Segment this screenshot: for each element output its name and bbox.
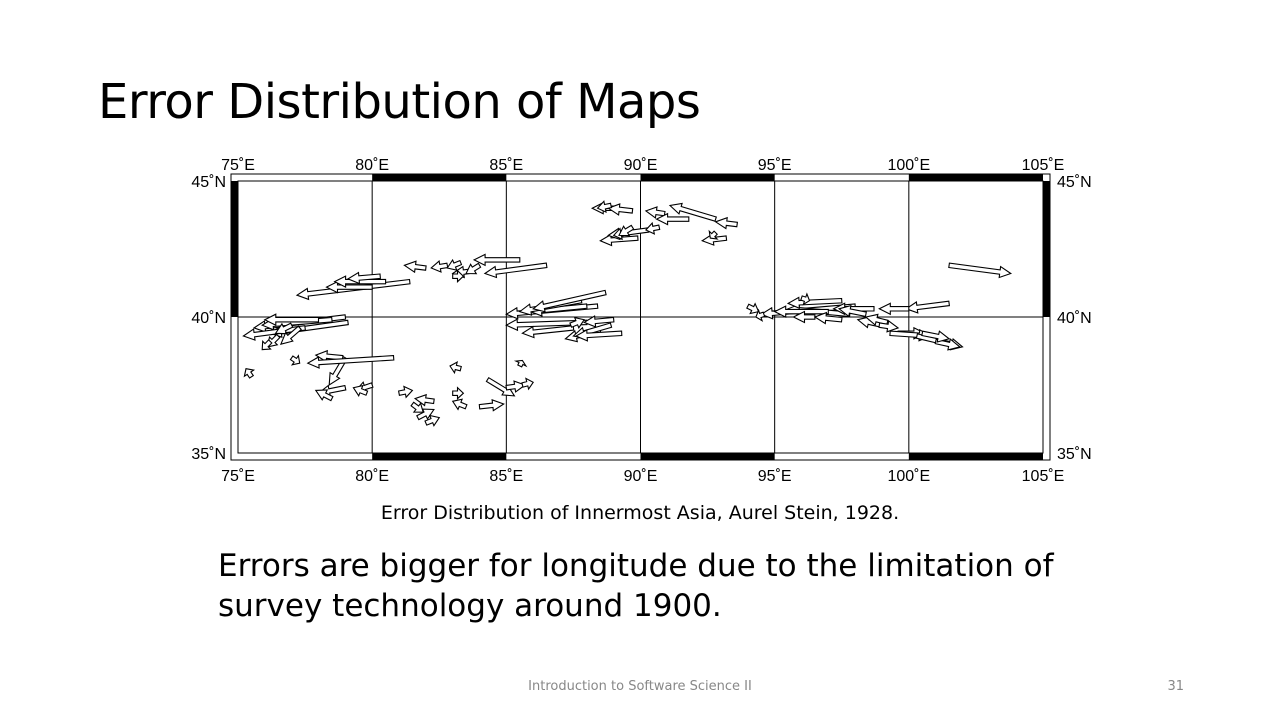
error-arrow [413, 393, 435, 407]
error-arrow [596, 200, 613, 214]
tick-label-lon: 80˚E [355, 157, 389, 174]
error-arrow [618, 224, 635, 237]
error-arrow [921, 330, 951, 343]
tick-label-lon: 100˚E [887, 157, 930, 174]
page-number: 31 [1167, 679, 1184, 694]
tick-label-lon: 80˚E [355, 468, 389, 485]
error-arrow [904, 300, 951, 314]
tick-label-lon: 85˚E [489, 157, 523, 174]
tick-label-lon: 100˚E [887, 468, 930, 485]
tick-label-lon: 95˚E [758, 157, 792, 174]
error-arrow [397, 385, 414, 399]
error-arrow [449, 361, 462, 375]
error-arrow [333, 275, 387, 288]
frame-segment-bottom [640, 453, 775, 460]
error-arrow [346, 271, 381, 285]
map-caption: Error Distribution of Innermost Asia, Au… [380, 502, 900, 524]
error-arrow [521, 377, 534, 391]
error-arrow [837, 304, 867, 318]
tick-label-lat: 45˚N [1057, 174, 1092, 191]
error-arrow [644, 221, 661, 235]
tick-label-lon: 75˚E [221, 157, 255, 174]
error-arrow [452, 269, 465, 283]
error-arrow [878, 302, 910, 316]
error-arrow [668, 202, 717, 222]
error-arrow [279, 325, 302, 346]
error-arrow [446, 258, 463, 271]
error-arrow [607, 203, 634, 216]
error-arrow [800, 292, 811, 306]
frame-segment-left [231, 181, 238, 317]
error-arrow [416, 408, 435, 421]
error-arrow [599, 233, 639, 247]
tick-label-lat: 35˚N [191, 446, 226, 463]
frame-segment-bottom [908, 453, 1043, 460]
tick-label-lat: 45˚N [191, 174, 226, 191]
error-arrow [306, 355, 395, 369]
error-arrow [582, 315, 615, 328]
error-arrow [478, 398, 505, 412]
error-arrow [424, 414, 441, 427]
error-arrow [948, 262, 1013, 279]
error-arrow [410, 401, 424, 413]
error-arrow [708, 229, 719, 240]
frame-segment-bottom [372, 453, 507, 460]
tick-label-lat: 35˚N [1057, 446, 1092, 463]
frame-segment-top [908, 174, 1043, 181]
error-arrow [755, 308, 766, 322]
error-arrow [263, 313, 320, 327]
error-arrow [513, 359, 528, 368]
error-arrow [521, 325, 575, 339]
error-arrow [483, 262, 548, 279]
error-arrow [878, 319, 900, 333]
error-arrow [531, 289, 607, 313]
error-arrow [403, 260, 427, 274]
frame-segment-top [640, 174, 775, 181]
error-arrow [452, 386, 465, 400]
slide-footer: Introduction to Software Science II [528, 679, 752, 694]
error-arrow [505, 380, 527, 393]
error-arrow [472, 253, 521, 267]
tick-label-lon: 95˚E [758, 468, 792, 485]
error-arrow [274, 322, 294, 335]
error-arrow [314, 389, 334, 402]
error-arrow [792, 310, 816, 324]
tick-label-lon: 105˚E [1022, 468, 1065, 485]
tick-label-lon: 85˚E [489, 468, 523, 485]
error-arrow [289, 354, 301, 366]
error-arrow [746, 302, 760, 315]
error-arrow [813, 311, 843, 325]
error-arrow [786, 296, 843, 310]
frame-segment-right [1043, 181, 1050, 317]
error-arrow [465, 262, 482, 275]
error-arrow [485, 376, 516, 397]
error-arrow [569, 316, 586, 329]
error-arrow [714, 216, 739, 230]
tick-label-lon: 105˚E [1022, 157, 1065, 174]
error-arrow [430, 260, 449, 273]
error-arrow [261, 339, 273, 351]
error-arrow [773, 305, 829, 318]
tick-label-lat: 40˚N [1057, 310, 1092, 327]
slide-body-text: Errors are bigger for longitude due to t… [218, 548, 1054, 624]
tick-label-lon: 90˚E [624, 468, 658, 485]
error-arrow [451, 398, 468, 411]
error-arrow [574, 328, 623, 342]
error-arrow [352, 384, 369, 397]
tick-label-lon: 75˚E [221, 468, 255, 485]
tick-label-lat: 40˚N [191, 310, 226, 327]
error-arrow [243, 368, 256, 379]
tick-label-lon: 90˚E [624, 157, 658, 174]
frame-segment-top [372, 174, 507, 181]
slide-title: Error Distribution of Maps [98, 74, 701, 130]
error-arrow [655, 212, 690, 226]
error-arrow [325, 280, 373, 294]
